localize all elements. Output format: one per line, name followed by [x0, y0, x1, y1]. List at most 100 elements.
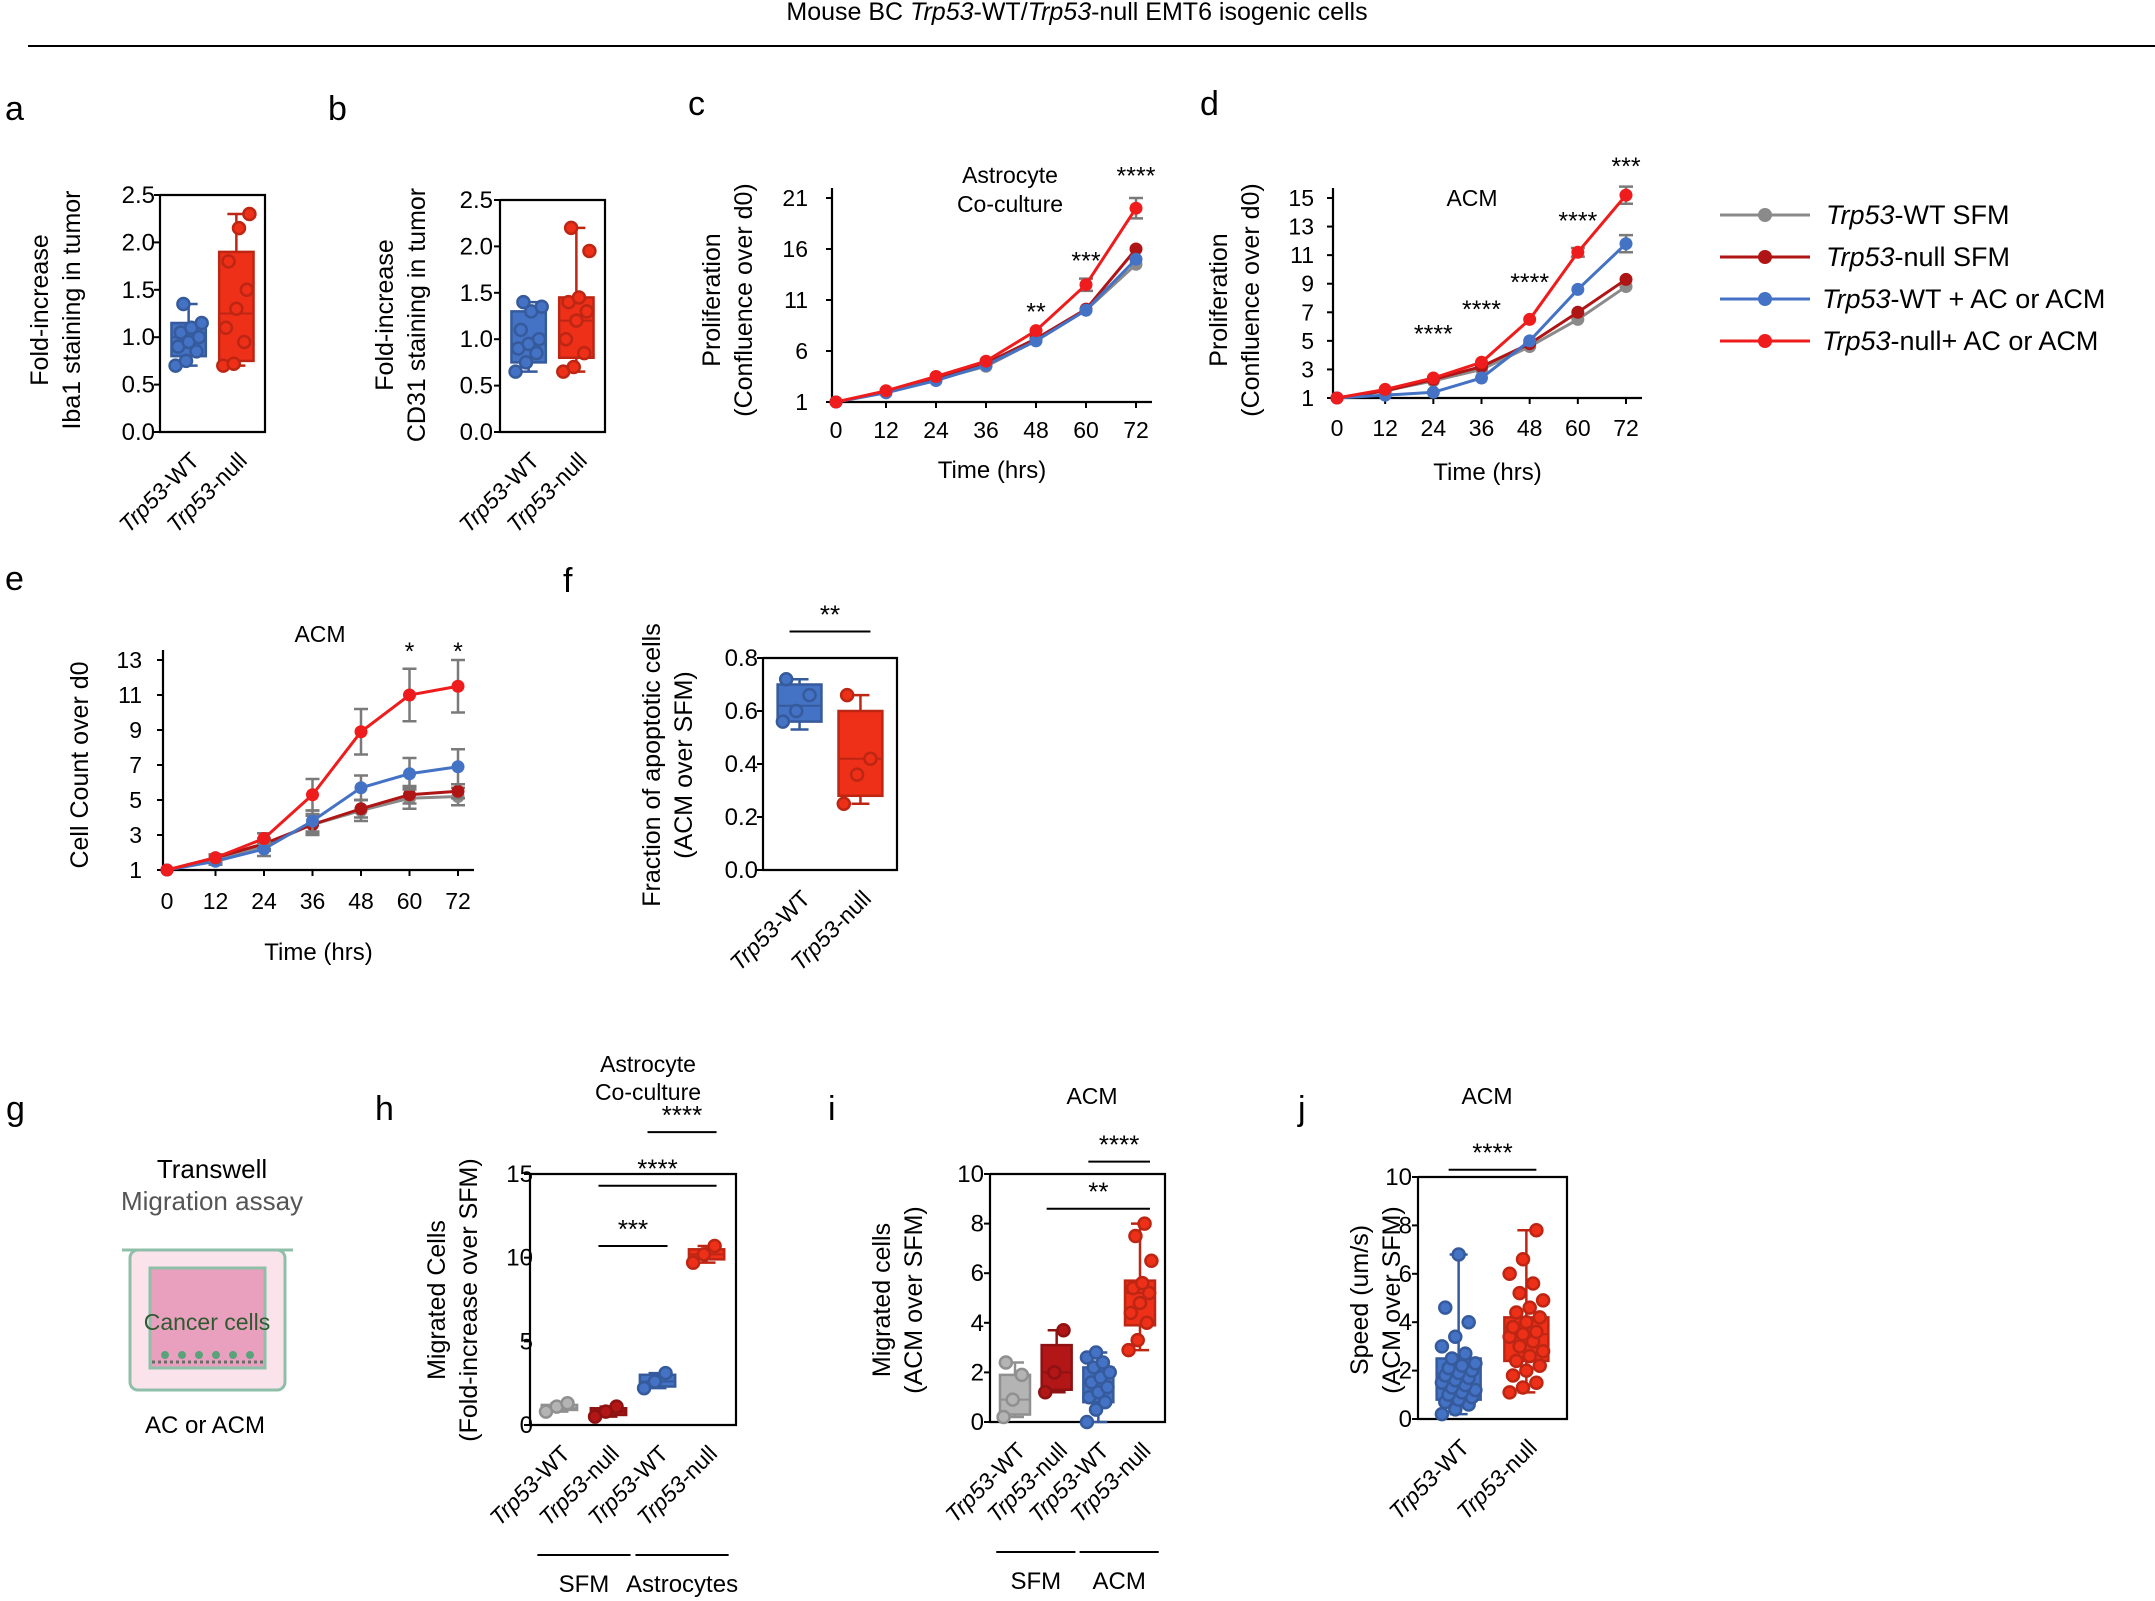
- y-tick-label: 0.6: [725, 698, 758, 725]
- series-point: [403, 688, 416, 702]
- panel-letter-i: i: [828, 1090, 836, 1128]
- data-point: [1095, 1355, 1111, 1370]
- data-point: [576, 345, 592, 361]
- data-point: [1130, 1332, 1145, 1348]
- y-axis-label: Fraction of apoptotic cells: [638, 623, 666, 906]
- data-point: [1128, 1228, 1143, 1244]
- series-point: [1523, 334, 1537, 348]
- data-point: [563, 220, 579, 236]
- series-point: [451, 679, 465, 693]
- data-point: [996, 1409, 1011, 1425]
- box-Trp53-WT: [1079, 1345, 1117, 1430]
- y-tick-label: 2.0: [122, 229, 155, 256]
- box-Trp53-WT: [636, 1365, 677, 1396]
- series-point: [1029, 324, 1043, 338]
- series-point: [1129, 252, 1143, 266]
- data-point: [1515, 1380, 1531, 1395]
- data-point: [1512, 1339, 1527, 1354]
- y-axis-label: (ACM over SFM): [670, 671, 698, 859]
- y-tick-label: 1: [129, 857, 142, 883]
- x-tick-label: 72: [445, 888, 471, 914]
- y-tick-label: 0.0: [122, 419, 155, 446]
- legend-gene: Trp53: [1822, 284, 1891, 314]
- axis-frame: [158, 193, 267, 434]
- data-point: [1529, 1375, 1544, 1390]
- y-axis-label: Fold-increase: [371, 239, 399, 390]
- cell-dot: [229, 1351, 237, 1359]
- series-point: [354, 802, 368, 816]
- data-point: [636, 1380, 652, 1396]
- panel-letter-e: e: [5, 560, 24, 598]
- axis-frame: [988, 1172, 1167, 1424]
- y-tick-label: 5: [129, 787, 142, 813]
- data-point: [1137, 1216, 1152, 1231]
- legend-marker: [1758, 292, 1772, 306]
- panel-letter-b: b: [328, 90, 347, 128]
- series-point: [1079, 278, 1093, 292]
- series-point: [209, 851, 222, 865]
- data-point: [239, 282, 255, 298]
- data-point: [1451, 1247, 1466, 1262]
- series-point: [354, 781, 368, 795]
- y-tick-label: 9: [1301, 271, 1314, 297]
- y-tick-label: 4: [1399, 1309, 1412, 1336]
- series-point: [1129, 201, 1143, 215]
- y-tick-label: 15: [1288, 185, 1314, 211]
- series-point: [829, 395, 843, 409]
- y-tick-label: 4: [971, 1310, 984, 1337]
- legend-label: Trp53-null SFM: [1826, 242, 2010, 272]
- data-point: [1097, 1394, 1113, 1410]
- schematic-title-2: Migration assay: [121, 1186, 303, 1216]
- data-point: [1522, 1348, 1537, 1364]
- y-tick-label: 7: [1301, 299, 1314, 325]
- data-point: [1102, 1365, 1117, 1380]
- panel-f: f Fraction of apoptotic cells (ACM over SF…: [563, 562, 899, 976]
- y-tick-label: 1: [1301, 385, 1314, 411]
- data-point: [1088, 1402, 1104, 1417]
- series-Trp53-WT SFM: [829, 257, 1143, 409]
- data-point: [1468, 1356, 1483, 1371]
- x-tick-label: 0: [1331, 415, 1344, 441]
- legend-marker: [1758, 250, 1772, 264]
- y-tick-label: 9: [129, 717, 142, 743]
- panel-title: Co-culture: [957, 191, 1063, 217]
- y-tick-label: 0: [971, 1409, 984, 1436]
- cell-dot: [178, 1351, 186, 1359]
- data-point: [1005, 1392, 1020, 1407]
- legend-marker: [1758, 208, 1772, 222]
- data-point: [191, 329, 207, 345]
- y-tick-label: 1: [795, 389, 808, 415]
- x-tick-label: 60: [1565, 415, 1591, 441]
- y-tick-label: 15: [506, 1161, 533, 1188]
- data-point: [1505, 1319, 1521, 1335]
- data-point: [1515, 1252, 1531, 1267]
- data-point: [236, 334, 252, 350]
- y-tick-label: 11: [784, 287, 808, 313]
- series-point: [451, 784, 465, 798]
- schematic-bottom-label: AC or ACM: [145, 1412, 265, 1439]
- data-point: [189, 344, 204, 359]
- data-point: [226, 356, 242, 371]
- series-Trp53-null SFM: [1330, 272, 1633, 405]
- y-tick-label: 1.0: [460, 326, 493, 353]
- data-point: [1135, 1275, 1150, 1291]
- box-Trp53-WT: [168, 296, 209, 373]
- data-point: [1529, 1222, 1544, 1238]
- data-point: [1139, 1315, 1155, 1331]
- data-point: [231, 220, 247, 236]
- data-point: [1047, 1365, 1062, 1380]
- data-point: [1444, 1351, 1460, 1366]
- x-tick-label: 48: [348, 888, 374, 914]
- panel-a: a Fold-increase Iba1 staining in tumor 0.0 0…: [5, 90, 267, 538]
- data-point: [778, 671, 794, 687]
- legend-gene: Trp53: [1822, 326, 1891, 356]
- data-point: [647, 1374, 663, 1389]
- panel-title: ACM: [1066, 1083, 1117, 1109]
- data-point: [1502, 1266, 1517, 1282]
- series-point: [1029, 334, 1043, 348]
- y-tick-label: 5: [1301, 328, 1314, 354]
- legend-marker: [1758, 334, 1772, 348]
